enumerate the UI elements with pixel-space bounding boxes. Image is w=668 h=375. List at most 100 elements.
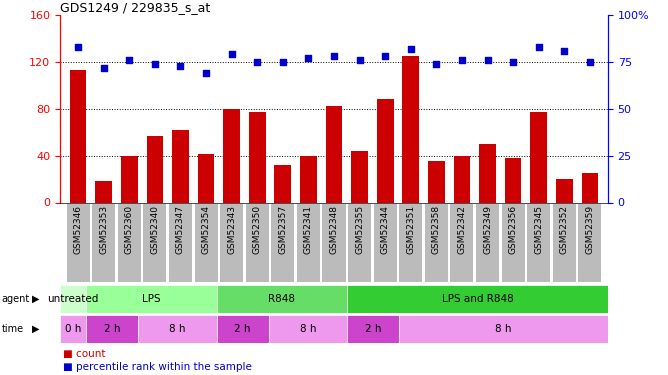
Bar xyxy=(69,70,86,202)
Bar xyxy=(530,112,547,202)
Text: 8 h: 8 h xyxy=(495,324,512,334)
Bar xyxy=(275,165,291,202)
Bar xyxy=(300,156,317,203)
FancyBboxPatch shape xyxy=(399,315,608,343)
Text: GSM52350: GSM52350 xyxy=(253,205,262,254)
Text: GSM52346: GSM52346 xyxy=(73,205,83,254)
Text: LPS and R848: LPS and R848 xyxy=(442,294,513,304)
Bar xyxy=(249,112,266,202)
Point xyxy=(150,61,160,67)
Bar xyxy=(556,179,572,203)
Text: GSM52360: GSM52360 xyxy=(125,205,134,254)
Bar xyxy=(351,151,368,202)
Bar xyxy=(223,109,240,202)
Text: GSM52347: GSM52347 xyxy=(176,205,185,254)
Bar xyxy=(402,56,419,202)
Point xyxy=(98,64,109,70)
Point xyxy=(457,57,468,63)
Bar xyxy=(172,130,189,203)
FancyBboxPatch shape xyxy=(216,315,269,343)
FancyBboxPatch shape xyxy=(144,204,166,282)
Text: GSM52342: GSM52342 xyxy=(458,205,466,254)
FancyBboxPatch shape xyxy=(476,204,499,282)
FancyBboxPatch shape xyxy=(138,315,216,343)
Bar xyxy=(428,162,445,202)
Point xyxy=(534,44,544,50)
Bar xyxy=(479,144,496,202)
FancyBboxPatch shape xyxy=(425,204,448,282)
Point xyxy=(124,57,134,63)
Text: GSM52356: GSM52356 xyxy=(508,205,518,254)
Bar xyxy=(121,156,138,203)
Point xyxy=(175,63,186,69)
FancyBboxPatch shape xyxy=(527,204,550,282)
Point xyxy=(380,53,391,59)
Text: 8 h: 8 h xyxy=(300,324,316,334)
Text: ■ count: ■ count xyxy=(63,350,106,359)
FancyBboxPatch shape xyxy=(67,204,90,282)
Point xyxy=(73,44,84,50)
Point xyxy=(277,59,288,65)
Point xyxy=(431,61,442,67)
FancyBboxPatch shape xyxy=(246,204,269,282)
Text: GSM52354: GSM52354 xyxy=(202,205,210,254)
Point xyxy=(559,48,570,54)
Text: LPS: LPS xyxy=(142,294,161,304)
FancyBboxPatch shape xyxy=(216,285,347,313)
Point xyxy=(354,57,365,63)
Bar xyxy=(582,173,599,202)
Text: GSM52349: GSM52349 xyxy=(483,205,492,254)
FancyBboxPatch shape xyxy=(297,204,320,282)
Text: agent: agent xyxy=(1,294,29,304)
Text: 2 h: 2 h xyxy=(104,324,120,334)
FancyBboxPatch shape xyxy=(86,315,138,343)
Text: GSM52343: GSM52343 xyxy=(227,205,236,254)
Point xyxy=(508,59,518,65)
Text: GSM52344: GSM52344 xyxy=(381,205,389,254)
FancyBboxPatch shape xyxy=(60,285,86,313)
Text: ■ percentile rank within the sample: ■ percentile rank within the sample xyxy=(63,363,253,372)
FancyBboxPatch shape xyxy=(347,315,399,343)
FancyBboxPatch shape xyxy=(450,204,474,282)
Text: GSM52348: GSM52348 xyxy=(329,205,339,254)
FancyBboxPatch shape xyxy=(118,204,141,282)
Text: GSM52341: GSM52341 xyxy=(304,205,313,254)
Text: untreated: untreated xyxy=(47,294,99,304)
Text: ▶: ▶ xyxy=(32,294,39,304)
Text: GSM52353: GSM52353 xyxy=(99,205,108,254)
Text: GSM52359: GSM52359 xyxy=(585,205,595,254)
Point xyxy=(226,51,237,57)
Text: GSM52355: GSM52355 xyxy=(355,205,364,254)
Bar xyxy=(96,182,112,203)
FancyBboxPatch shape xyxy=(169,204,192,282)
Bar xyxy=(326,106,342,202)
FancyBboxPatch shape xyxy=(86,285,216,313)
Bar xyxy=(454,156,470,203)
Text: GSM52357: GSM52357 xyxy=(279,205,287,254)
Text: GSM52345: GSM52345 xyxy=(534,205,543,254)
FancyBboxPatch shape xyxy=(373,204,397,282)
FancyBboxPatch shape xyxy=(348,204,371,282)
FancyBboxPatch shape xyxy=(60,315,86,343)
Text: 0 h: 0 h xyxy=(65,324,81,334)
FancyBboxPatch shape xyxy=(578,204,601,282)
Text: ▶: ▶ xyxy=(32,324,39,334)
Point xyxy=(329,53,339,59)
FancyBboxPatch shape xyxy=(271,204,295,282)
Point xyxy=(200,70,211,76)
Point xyxy=(482,57,493,63)
Text: GSM52340: GSM52340 xyxy=(150,205,160,254)
Point xyxy=(252,59,263,65)
Text: 2 h: 2 h xyxy=(365,324,381,334)
Text: time: time xyxy=(1,324,23,334)
Text: GSM52352: GSM52352 xyxy=(560,205,569,254)
Text: 8 h: 8 h xyxy=(169,324,186,334)
Text: 2 h: 2 h xyxy=(234,324,251,334)
Text: GSM52358: GSM52358 xyxy=(432,205,441,254)
FancyBboxPatch shape xyxy=(92,204,115,282)
FancyBboxPatch shape xyxy=(269,315,347,343)
Bar xyxy=(198,154,214,203)
FancyBboxPatch shape xyxy=(502,204,524,282)
Bar xyxy=(505,158,522,203)
Point xyxy=(303,55,314,61)
